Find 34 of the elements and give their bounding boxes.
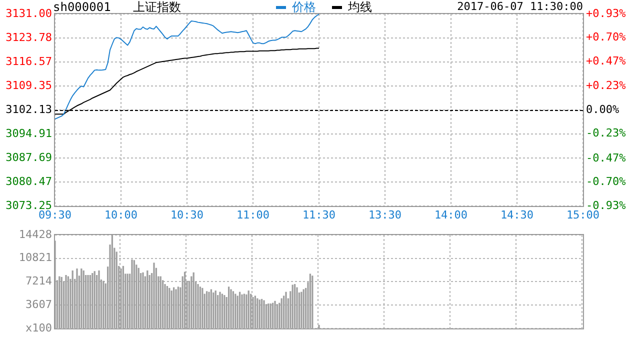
y2-tick-label: 0.00%: [586, 102, 620, 116]
x-tick-label: 10:00: [104, 208, 138, 222]
y-tick-label: x100: [26, 321, 52, 334]
y-tick-label: 7214: [26, 274, 52, 288]
text: 2017-06-07 11:30:00: [457, 0, 583, 14]
y-tick-label: 3094.91: [6, 126, 52, 140]
y2-tick-label: -0.70%: [586, 175, 626, 188]
y-tick-label: 3087.69: [6, 150, 52, 164]
x-tick-label: 11:30: [302, 208, 336, 222]
x-tick-label: 09:30: [38, 208, 72, 222]
x-tick-label: 11:00: [236, 208, 270, 222]
y-tick-label: 3607: [26, 298, 52, 311]
y-tick-label: 3123.78: [6, 30, 52, 44]
y-tick-label: 3109.35: [6, 78, 52, 92]
x-tick-label: 10:30: [170, 208, 204, 222]
x-tick-label: 13:30: [368, 208, 402, 222]
y2-tick-label: +0.70%: [586, 30, 626, 44]
y-tick-label: 3131.00: [6, 6, 52, 20]
chart-title: 上证指数: [133, 0, 181, 14]
y2-tick-label: +0.47%: [586, 54, 626, 68]
legend-label: 均线: [348, 0, 372, 14]
x-tick-label: 14:00: [434, 208, 468, 222]
y2-tick-label: +0.93%: [586, 6, 626, 20]
y2-tick-label: -0.23%: [586, 126, 626, 140]
y-tick-label: 10821: [18, 251, 52, 264]
y2-tick-label: -0.47%: [586, 151, 626, 164]
y-tick-label: 14428: [18, 228, 52, 241]
y-tick-label: 3080.47: [6, 174, 52, 188]
y2-tick-label: +0.23%: [586, 79, 626, 92]
chart-subtitle: sh000001: [53, 0, 111, 14]
legend-label: 价格: [292, 0, 316, 14]
x-tick-label: 14:30: [500, 208, 534, 222]
y-tick-label: 3116.57: [6, 54, 52, 68]
y-tick-label: 3102.13: [6, 102, 52, 116]
